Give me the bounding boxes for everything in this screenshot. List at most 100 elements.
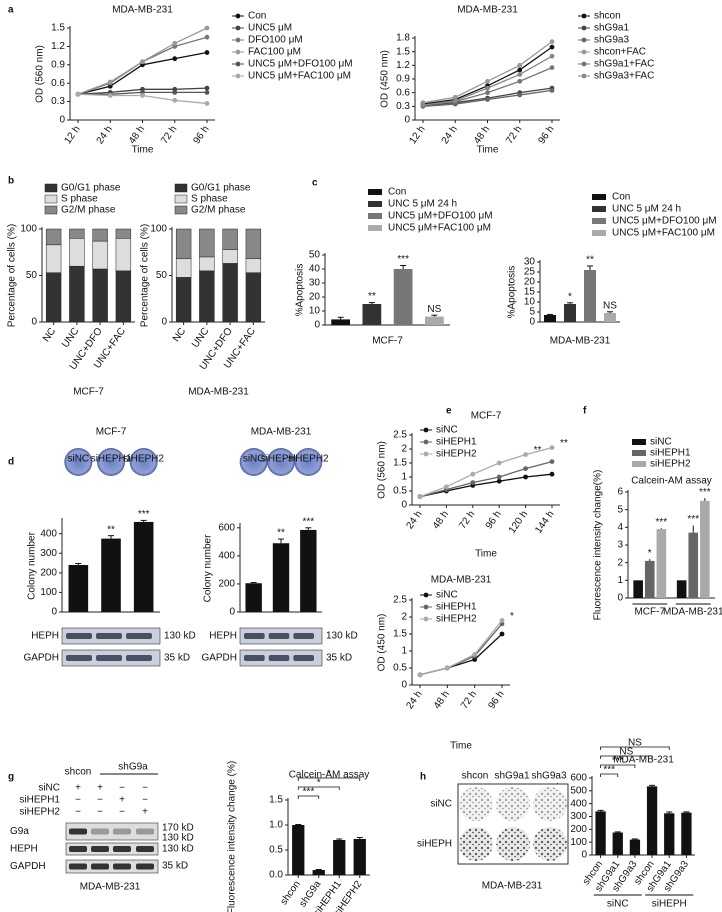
bar: [393, 269, 413, 325]
column-label: shcon: [65, 767, 92, 778]
legend-label: siHEPH2: [436, 449, 477, 460]
bar-segment: [222, 249, 238, 264]
y-tick-label: 0.6: [396, 87, 410, 98]
column-label: shG9a3: [531, 771, 566, 782]
legend-label: shcon+FAC: [594, 47, 646, 58]
dish-label: siHEPH2: [123, 454, 164, 465]
legend-label: siHEPH1: [650, 448, 691, 459]
colony-dish: [129, 448, 158, 476]
y-tick-label: 30: [309, 278, 321, 289]
legend-label: Con: [248, 11, 266, 22]
blot-band: [244, 655, 265, 661]
legend-marker: [235, 37, 241, 43]
blot-size: 130 kD: [164, 631, 196, 642]
sign: −: [97, 795, 103, 806]
significance: ***: [699, 487, 711, 498]
bar: [646, 786, 658, 855]
row-label: siHEPH: [417, 839, 452, 850]
legend-label: siHEPH1: [436, 437, 477, 448]
legend-marker: [235, 13, 241, 19]
bar: [68, 565, 89, 612]
bar-segment: [175, 258, 192, 278]
blot-band: [136, 828, 154, 835]
significance: **: [560, 438, 568, 449]
point: [496, 460, 502, 466]
sign: −: [75, 795, 81, 806]
legend-swatch: [174, 205, 188, 215]
series-line: [419, 633, 503, 676]
point: [204, 50, 210, 55]
point: [172, 97, 178, 103]
y-tick-label: 0.9: [51, 59, 65, 70]
y-axis-label: Colony number: [27, 531, 38, 599]
y-tick-label: 300: [570, 811, 587, 822]
legend-swatch: [632, 439, 646, 445]
bar: [272, 543, 290, 612]
comparison-bracket: [297, 777, 361, 781]
sign: −: [142, 795, 148, 806]
point: [172, 90, 178, 95]
y-axis-label: OD (450 nm): [377, 614, 388, 672]
y-tick-label: 100: [20, 224, 37, 235]
blot-label: HEPH: [10, 844, 38, 855]
y-tick-label: 20: [524, 277, 536, 288]
bar: [595, 811, 606, 855]
legend-label: shG9a1+FAC: [594, 59, 654, 70]
point: [140, 93, 145, 98]
significance: ***: [656, 517, 668, 528]
blot-band: [69, 863, 87, 870]
bar: [604, 313, 616, 322]
x-tick-label: 72 h: [159, 124, 179, 146]
row-label: siHEPH2: [19, 807, 60, 818]
bar-segment: [45, 272, 62, 323]
bar: [656, 529, 667, 598]
legend-swatch: [592, 230, 606, 236]
blot-band: [126, 633, 152, 639]
blot-band: [91, 828, 109, 835]
blot-label: GAPDH: [201, 653, 237, 664]
y-tick-label: 0.5: [269, 845, 283, 856]
y-tick-label: 1: [617, 575, 623, 586]
blot-band: [69, 846, 87, 852]
bar-segment: [115, 270, 132, 323]
blot-band: [91, 863, 109, 870]
legend-marker: [423, 616, 429, 622]
y-tick-label: 1.5: [51, 23, 65, 34]
legend-marker: [235, 61, 241, 67]
point: [549, 44, 555, 50]
series-line: [419, 446, 553, 498]
point: [485, 78, 490, 84]
y-tick-label: 200: [40, 567, 57, 578]
y-tick-label: 2.5: [393, 430, 407, 441]
y-tick-label: 0: [404, 115, 410, 126]
significance: *: [327, 769, 331, 780]
point: [517, 78, 523, 84]
bar: [133, 521, 154, 612]
x-axis-label: MDA-MB-231: [188, 387, 249, 398]
y-tick-label: 25: [524, 267, 536, 278]
blot-label: G9a: [10, 826, 29, 837]
legend-label: UNC5 μM+FAC100 μM: [248, 71, 351, 82]
y-tick-label: 1: [401, 472, 407, 483]
point: [204, 34, 210, 40]
blot-strip: [65, 842, 159, 856]
significance: **: [368, 291, 376, 302]
sign: −: [97, 807, 103, 818]
y-tick-label: 0.6: [51, 78, 65, 89]
point: [499, 631, 505, 637]
legend-label: UNC5 μM+DFO100 μM: [612, 216, 717, 227]
point: [107, 93, 113, 98]
x-tick-label: 144 h: [533, 509, 556, 536]
legend-label: siNC: [436, 590, 458, 601]
significance: *: [568, 291, 572, 302]
x-tick-label: NC: [171, 326, 188, 344]
y-tick-label: 400: [218, 551, 235, 562]
point: [549, 87, 555, 93]
y-tick-label: 1.5: [393, 629, 407, 640]
y-tick-label: 0: [229, 607, 235, 618]
bar: [612, 832, 623, 855]
point: [204, 85, 210, 91]
y-tick-label: 1.8: [396, 33, 410, 44]
y-axis-label: Percentage of cells (%): [7, 224, 18, 327]
colony-well: [533, 827, 567, 861]
